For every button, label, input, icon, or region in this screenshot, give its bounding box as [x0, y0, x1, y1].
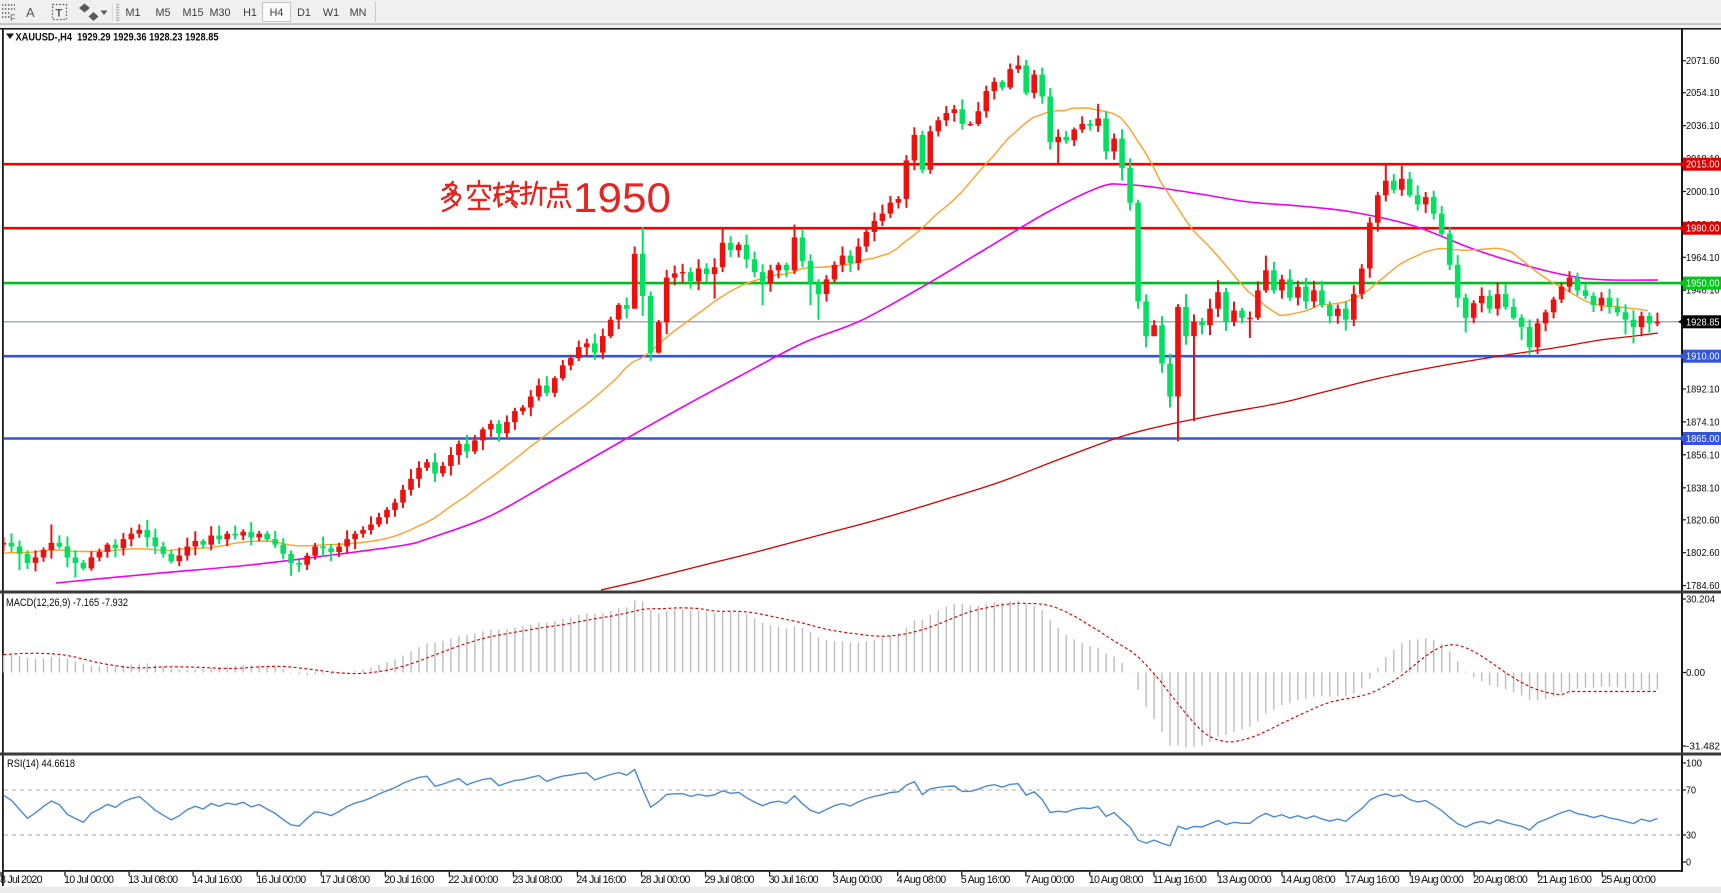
- svg-text:20 Jul 16:00: 20 Jul 16:00: [384, 874, 434, 886]
- svg-text:2015.00: 2015.00: [1686, 160, 1720, 171]
- svg-text:MN: MN: [350, 7, 367, 19]
- svg-text:2036.10: 2036.10: [1686, 121, 1720, 132]
- svg-text:16 Jul 00:00: 16 Jul 00:00: [256, 874, 306, 886]
- svg-text:1865.00: 1865.00: [1686, 434, 1720, 445]
- svg-text:70: 70: [1686, 786, 1696, 797]
- svg-text:3 Aug 00:00: 3 Aug 00:00: [833, 874, 883, 886]
- svg-text:29 Jul 08:00: 29 Jul 08:00: [705, 874, 755, 886]
- svg-text:XAUUSD-,H4 1929.29 1929.36 19: XAUUSD-,H4 1929.29 1929.36 1928.23 1928.…: [16, 32, 219, 44]
- svg-text:22 Jul 00:00: 22 Jul 00:00: [448, 874, 498, 886]
- svg-text:1838.10: 1838.10: [1686, 483, 1720, 494]
- svg-text:20 Aug 08:00: 20 Aug 08:00: [1473, 874, 1528, 886]
- svg-text:23 Jul 08:00: 23 Jul 08:00: [512, 874, 562, 886]
- svg-text:W1: W1: [323, 7, 339, 19]
- svg-text:1784.60: 1784.60: [1686, 581, 1720, 592]
- svg-text:1950.00: 1950.00: [1686, 279, 1720, 290]
- svg-text:13 Jul 08:00: 13 Jul 08:00: [128, 874, 178, 886]
- svg-text:17 Jul 08:00: 17 Jul 08:00: [320, 874, 370, 886]
- svg-text:M1: M1: [126, 7, 141, 19]
- svg-text:10 Aug 08:00: 10 Aug 08:00: [1089, 874, 1144, 886]
- svg-text:1946.10: 1946.10: [1686, 286, 1720, 297]
- svg-text:1874.10: 1874.10: [1686, 417, 1720, 428]
- svg-text:H1: H1: [243, 7, 257, 19]
- svg-text:24 Jul 16:00: 24 Jul 16:00: [576, 874, 626, 886]
- svg-text:A: A: [26, 5, 35, 20]
- svg-text:1980.00: 1980.00: [1686, 224, 1720, 235]
- svg-text:MACD(12,26,9) -7.165 -7.932: MACD(12,26,9) -7.165 -7.932: [6, 597, 128, 609]
- svg-text:M15: M15: [182, 7, 203, 19]
- svg-text:2054.10: 2054.10: [1686, 88, 1720, 99]
- svg-text:30.204: 30.204: [1686, 595, 1715, 606]
- svg-text:T: T: [56, 8, 63, 20]
- svg-text:13 Aug 00:00: 13 Aug 00:00: [1217, 874, 1272, 886]
- svg-text:F: F: [10, 13, 16, 23]
- svg-text:1856.10: 1856.10: [1686, 450, 1720, 461]
- svg-text:1950: 1950: [573, 174, 671, 221]
- svg-text:M30: M30: [209, 7, 230, 19]
- svg-text:M5: M5: [156, 7, 171, 19]
- svg-text:5 Aug 16:00: 5 Aug 16:00: [961, 874, 1011, 886]
- svg-text:4 Aug 08:00: 4 Aug 08:00: [897, 874, 947, 886]
- svg-text:14 Jul 16:00: 14 Jul 16:00: [192, 874, 242, 886]
- svg-text:17 Aug 16:00: 17 Aug 16:00: [1345, 874, 1400, 886]
- svg-text:D1: D1: [297, 7, 311, 19]
- svg-text:2071.60: 2071.60: [1686, 56, 1720, 67]
- svg-text:RSI(14) 44.6618: RSI(14) 44.6618: [7, 758, 75, 770]
- svg-text:100: 100: [1686, 759, 1702, 770]
- svg-text:-31.482: -31.482: [1686, 742, 1720, 753]
- svg-text:25 Aug 00:00: 25 Aug 00:00: [1601, 874, 1656, 886]
- svg-text:21 Aug 16:00: 21 Aug 16:00: [1537, 874, 1592, 886]
- svg-text:H4: H4: [270, 7, 284, 19]
- svg-text:1928.85: 1928.85: [1686, 317, 1720, 328]
- svg-text:2000.10: 2000.10: [1686, 187, 1720, 198]
- svg-text:28 Jul 00:00: 28 Jul 00:00: [641, 874, 691, 886]
- svg-text:11 Aug 16:00: 11 Aug 16:00: [1153, 874, 1207, 886]
- svg-text:0: 0: [1686, 858, 1691, 869]
- svg-text:7 Aug 00:00: 7 Aug 00:00: [1025, 874, 1075, 886]
- svg-text:8 Jul 2020: 8 Jul 2020: [0, 874, 43, 886]
- svg-text:1892.10: 1892.10: [1686, 385, 1720, 396]
- svg-text:1820.60: 1820.60: [1686, 515, 1720, 526]
- svg-text:10 Jul 00:00: 10 Jul 00:00: [64, 874, 114, 886]
- svg-text:30 Jul 16:00: 30 Jul 16:00: [769, 874, 819, 886]
- svg-text:0.00: 0.00: [1686, 668, 1705, 679]
- svg-text:1964.10: 1964.10: [1686, 253, 1720, 264]
- svg-text:30: 30: [1686, 831, 1696, 842]
- svg-text:1910.00: 1910.00: [1686, 352, 1720, 363]
- svg-text:19 Aug 00:00: 19 Aug 00:00: [1409, 874, 1464, 886]
- svg-text:1802.60: 1802.60: [1686, 548, 1720, 559]
- svg-text:14 Aug 08:00: 14 Aug 08:00: [1281, 874, 1336, 886]
